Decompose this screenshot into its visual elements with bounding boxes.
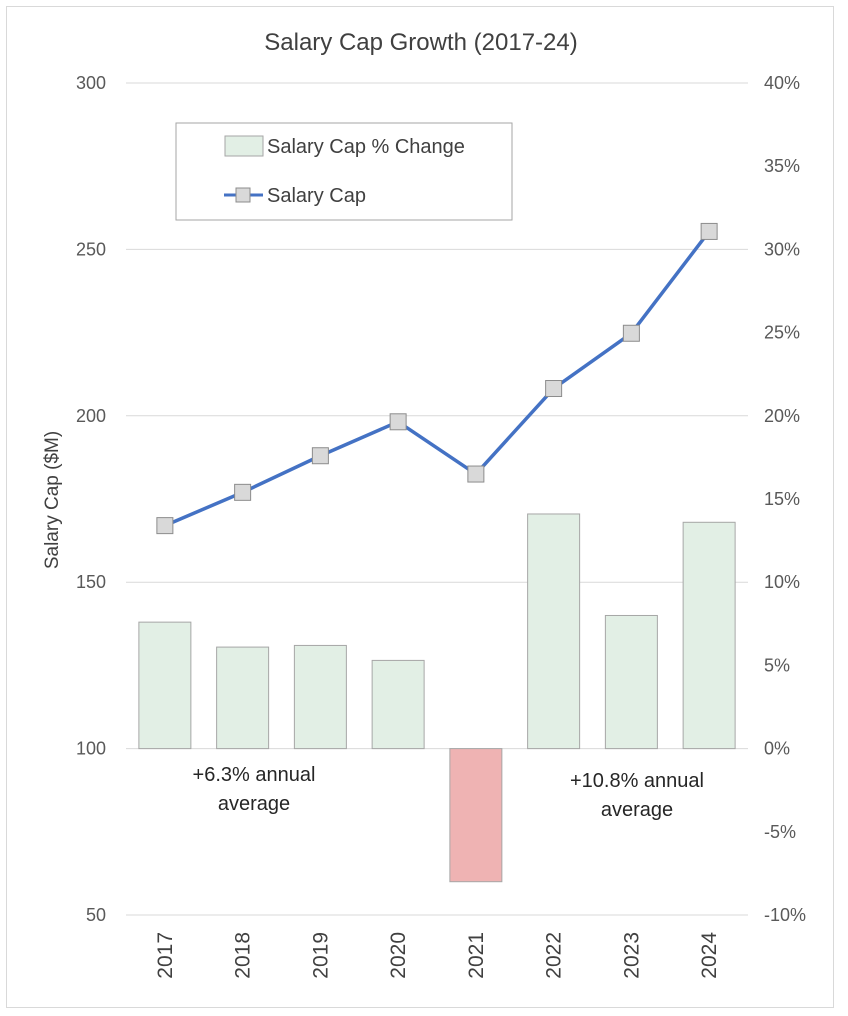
bar-2022 (527, 513, 581, 750)
x-axis: 2017 2018 2019 2020 2021 2022 2023 2024 (154, 932, 721, 979)
right-tick-label: 35% (764, 156, 800, 176)
left-axis-title: Salary Cap ($M) (42, 431, 63, 569)
point-2017 (156, 517, 174, 535)
right-tick-label: -5% (764, 822, 796, 842)
right-tick-label: 30% (764, 239, 800, 259)
x-tick-label: 2018 (232, 932, 255, 979)
point-2020 (389, 413, 407, 431)
x-tick-label: 2024 (698, 932, 721, 979)
legend: Salary Cap % Change Salary Cap (175, 122, 513, 221)
annotation-right-line2: average (601, 799, 673, 821)
left-tick-label: 100 (76, 739, 106, 759)
left-tick-label: 150 (76, 572, 106, 592)
left-tick-label: 50 (86, 905, 106, 925)
right-tick-label: 15% (764, 489, 800, 509)
right-tick-label: 5% (764, 655, 790, 675)
x-tick-label: 2021 (465, 932, 488, 979)
point-2024 (700, 222, 718, 240)
bar-2019 (293, 644, 347, 750)
bar-2021 (449, 748, 503, 883)
right-tick-label: 25% (764, 323, 800, 343)
right-tick-label: -10% (764, 905, 806, 925)
left-tick-label: 300 (76, 73, 106, 93)
chart-title: Salary Cap Growth (2017-24) (264, 29, 577, 56)
salary-cap-line (164, 230, 711, 528)
annotation-left-line2: average (218, 793, 290, 815)
bar-2017 (138, 621, 192, 750)
bar-2020 (371, 659, 425, 750)
x-tick-label: 2023 (620, 932, 643, 979)
x-tick-label: 2022 (543, 932, 566, 979)
left-tick-label: 200 (76, 406, 106, 426)
legend-label-bar: Salary Cap % Change (267, 136, 465, 158)
legend-marker-swatch (235, 187, 251, 203)
point-2023 (622, 324, 640, 342)
bar-2018 (216, 646, 270, 750)
bar-series (138, 513, 736, 883)
x-tick-label: 2019 (309, 932, 332, 979)
line-series (156, 222, 718, 535)
left-tick-label: 250 (76, 239, 106, 259)
left-axis: 300 250 200 150 100 50 (76, 73, 106, 925)
annotation-right: +10.8% annual average (570, 770, 704, 821)
point-2022 (545, 380, 563, 398)
legend-bar-swatch (224, 135, 264, 157)
annotation-left: +6.3% annual average (193, 764, 316, 815)
point-2019 (311, 447, 329, 465)
point-2018 (234, 483, 252, 501)
x-tick-label: 2017 (154, 932, 177, 979)
right-tick-label: 0% (764, 739, 790, 759)
annotation-left-line1: +6.3% annual (193, 764, 316, 786)
x-tick-label: 2020 (387, 932, 410, 979)
bar-2023 (604, 614, 658, 750)
right-tick-label: 10% (764, 572, 800, 592)
right-tick-label: 40% (764, 73, 800, 93)
point-2021 (467, 465, 485, 483)
bar-2024 (682, 521, 736, 750)
legend-label-line: Salary Cap (267, 185, 366, 207)
legend-box (175, 122, 513, 221)
right-axis: 40% 35% 30% 25% 20% 15% 10% 5% 0% -5% -10% (764, 73, 806, 925)
right-tick-label: 20% (764, 406, 800, 426)
annotation-right-line1: +10.8% annual (570, 770, 704, 792)
